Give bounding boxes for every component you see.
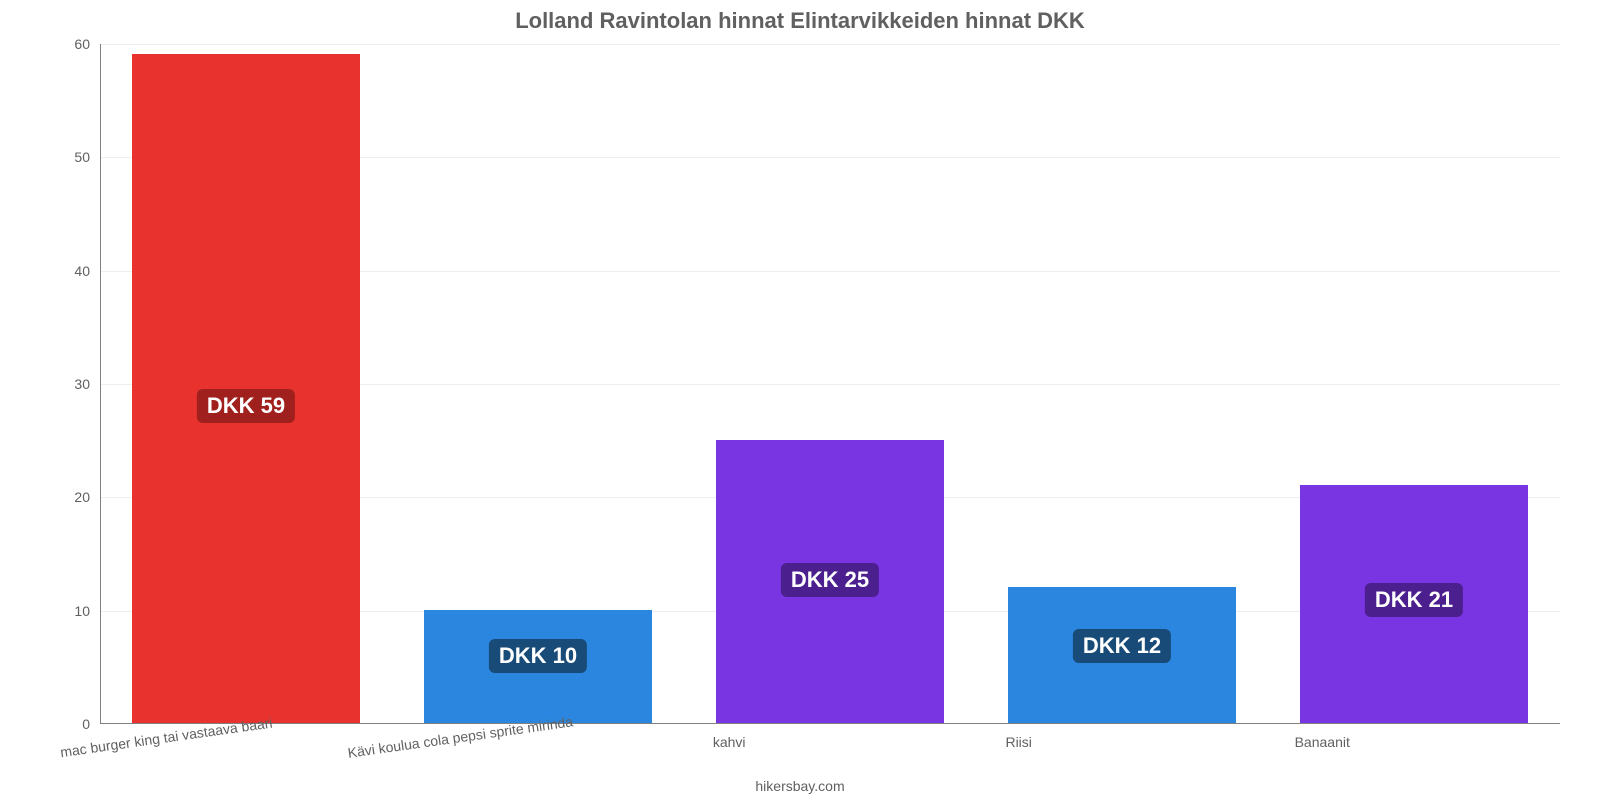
- price-bar-chart: Lolland Ravintolan hinnat Elintarvikkeid…: [0, 0, 1600, 800]
- y-tick-label: 40: [74, 263, 100, 279]
- grid-line: [100, 44, 1560, 45]
- y-axis: [100, 44, 101, 724]
- chart-credit: hikersbay.com: [0, 778, 1600, 794]
- y-tick-label: 10: [74, 603, 100, 619]
- bar-value-label: DKK 25: [781, 563, 879, 597]
- bar-value-label: DKK 10: [489, 639, 587, 673]
- chart-title: Lolland Ravintolan hinnat Elintarvikkeid…: [0, 8, 1600, 34]
- y-tick-label: 30: [74, 376, 100, 392]
- y-tick-label: 20: [74, 489, 100, 505]
- y-tick-label: 50: [74, 149, 100, 165]
- bar-value-label: DKK 21: [1365, 583, 1463, 617]
- y-tick-label: 60: [74, 36, 100, 52]
- x-category-label: kahvi: [713, 724, 746, 750]
- plot-area: 0102030405060DKK 59mac burger king tai v…: [100, 44, 1560, 724]
- x-category-label: Riisi: [1005, 724, 1031, 750]
- bar-value-label: DKK 59: [197, 389, 295, 423]
- bar-value-label: DKK 12: [1073, 629, 1171, 663]
- x-category-label: Banaanit: [1295, 724, 1350, 750]
